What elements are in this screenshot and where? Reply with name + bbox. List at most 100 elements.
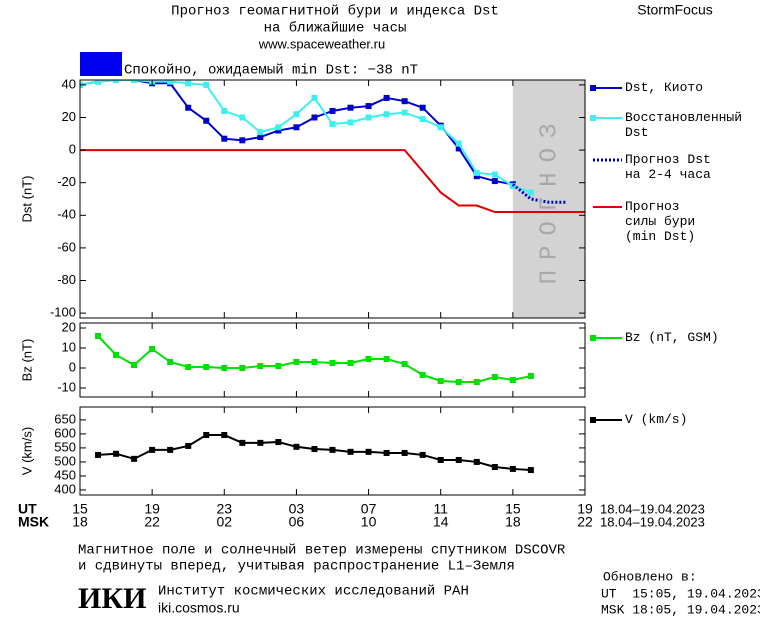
data-point bbox=[491, 374, 498, 380]
updated: UT 15:05, 19.04.2023 bbox=[601, 586, 760, 601]
y-tick-label: -60 bbox=[57, 239, 76, 254]
title: Прогноз геомагнитной бури и индекса Dst bbox=[171, 3, 499, 20]
y-tick-label: 600 bbox=[54, 425, 76, 440]
title: на ближайшие часы bbox=[264, 20, 407, 37]
data-point bbox=[185, 442, 192, 449]
x-dates: 18.04–19.04.2023 bbox=[600, 501, 705, 516]
x-tick-label: 19 bbox=[144, 501, 160, 517]
data-point bbox=[293, 359, 300, 365]
y-tick-label: 40 bbox=[62, 76, 76, 91]
data-point bbox=[401, 361, 408, 367]
data-point bbox=[437, 378, 444, 384]
data-point bbox=[239, 137, 246, 144]
data-point bbox=[203, 117, 210, 124]
plot-area bbox=[95, 333, 534, 385]
forecast-label: ПРОГНОЗ bbox=[536, 114, 563, 285]
data-point bbox=[365, 103, 372, 110]
data-point bbox=[365, 356, 372, 362]
legend-marker bbox=[590, 115, 596, 121]
updated: MSK 18:05, 19.04.2023 bbox=[601, 602, 760, 617]
data-point bbox=[347, 104, 354, 111]
data-point bbox=[491, 463, 498, 470]
data-point bbox=[149, 346, 156, 352]
data-point bbox=[383, 356, 390, 362]
x-tick-label: 18 bbox=[72, 514, 88, 530]
data-point bbox=[509, 377, 516, 383]
data-point bbox=[329, 107, 336, 114]
logo: ИКИ bbox=[78, 582, 146, 615]
y-tick-label: 650 bbox=[54, 411, 76, 426]
brand: StormFocus bbox=[637, 2, 712, 18]
data-point bbox=[329, 446, 336, 453]
x-tick-label: 18 bbox=[505, 514, 521, 530]
series-line bbox=[80, 149, 585, 214]
data-point bbox=[185, 364, 192, 370]
y-axis-label: Bz (nT) bbox=[19, 339, 34, 382]
data-point bbox=[257, 134, 264, 141]
y-tick-label: 10 bbox=[62, 339, 76, 354]
data-point bbox=[185, 80, 192, 87]
data-point bbox=[527, 373, 534, 379]
x-tick-label: 02 bbox=[216, 514, 232, 530]
data-point bbox=[419, 104, 426, 111]
series-line bbox=[97, 434, 531, 472]
data-point bbox=[329, 121, 336, 128]
note: Магнитное поле и солнечный ветер измерен… bbox=[78, 542, 566, 559]
data-point bbox=[311, 114, 318, 121]
data-point bbox=[221, 432, 228, 439]
x-zone: MSK bbox=[18, 514, 49, 530]
legend-entry: Восстановленный Dst bbox=[625, 110, 743, 140]
data-point bbox=[455, 379, 462, 385]
x-tick-label: 23 bbox=[216, 501, 232, 517]
data-point bbox=[293, 111, 300, 118]
plot-area bbox=[80, 80, 585, 318]
institute: Институт космических исследований РАН bbox=[158, 583, 469, 600]
data-point bbox=[455, 456, 462, 463]
y-axis-label: V (km/s) bbox=[19, 427, 34, 475]
data-point bbox=[509, 465, 516, 472]
data-point bbox=[401, 98, 408, 105]
data-point bbox=[221, 107, 228, 114]
data-point bbox=[473, 173, 480, 180]
y-tick-label: -40 bbox=[57, 207, 76, 222]
y-tick-label: -10 bbox=[57, 379, 76, 394]
legend-marker bbox=[590, 417, 596, 423]
data-point bbox=[365, 114, 372, 121]
legend-entry: Прогноз силы бури (min Dst) bbox=[625, 199, 696, 244]
data-point bbox=[455, 140, 462, 147]
panel-frame bbox=[79, 79, 586, 319]
series-line bbox=[80, 80, 532, 194]
data-point bbox=[293, 124, 300, 131]
plot-area bbox=[95, 432, 534, 474]
y-tick-label: 20 bbox=[62, 109, 76, 124]
x-zone: UT bbox=[18, 501, 37, 517]
data-point bbox=[131, 455, 138, 462]
data-point bbox=[221, 135, 228, 142]
series-line bbox=[511, 183, 567, 204]
data-point bbox=[311, 359, 318, 365]
data-point bbox=[473, 458, 480, 465]
data-point bbox=[437, 124, 444, 131]
data-point bbox=[383, 94, 390, 101]
data-point bbox=[347, 119, 354, 126]
y-tick-label: 0 bbox=[69, 142, 76, 157]
data-point bbox=[167, 80, 174, 85]
status: Спокойно, ожидаемый min Dst: −38 nT bbox=[124, 62, 418, 79]
data-point bbox=[311, 94, 318, 101]
site: www.spaceweather.ru bbox=[258, 36, 385, 51]
data-point bbox=[203, 432, 210, 439]
data-point bbox=[95, 80, 102, 85]
legend-entry: Прогноз Dst на 2-4 часа bbox=[625, 152, 711, 182]
legend-marker bbox=[590, 85, 596, 91]
y-tick-label: 500 bbox=[54, 453, 76, 468]
data-point bbox=[149, 446, 156, 453]
data-point bbox=[257, 363, 264, 369]
data-point bbox=[527, 467, 534, 474]
y-tick-label: -20 bbox=[57, 174, 76, 189]
data-point bbox=[329, 360, 336, 366]
series-line bbox=[80, 80, 514, 186]
forecast-region bbox=[512, 80, 585, 318]
data-point bbox=[383, 111, 390, 118]
panel-frame bbox=[79, 322, 586, 398]
